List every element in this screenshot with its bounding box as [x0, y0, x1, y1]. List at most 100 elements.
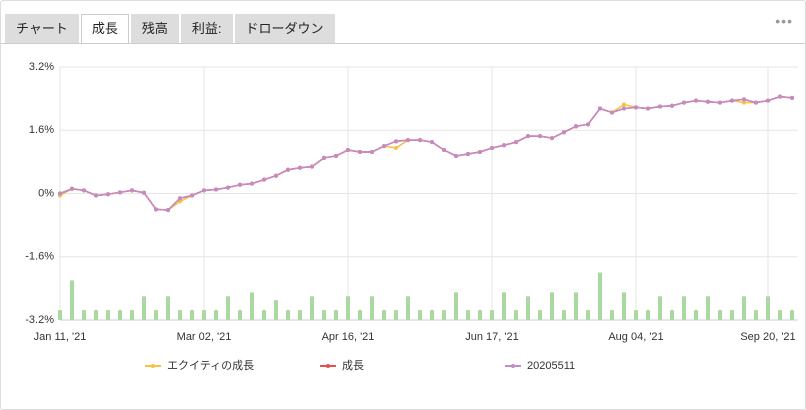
- bar: [274, 300, 278, 320]
- y-tick-label: 0%: [38, 187, 54, 199]
- legend-swatch: [511, 364, 515, 368]
- bar: [118, 310, 122, 320]
- bar: [730, 310, 734, 320]
- bar: [190, 310, 194, 320]
- bar: [322, 310, 326, 320]
- y-tick-label: 1.6%: [29, 124, 54, 136]
- bar: [70, 280, 74, 320]
- point: [130, 188, 134, 193]
- point: [214, 187, 218, 192]
- point: [730, 98, 734, 103]
- point: [202, 188, 206, 193]
- legend-label: エクイティの成長: [167, 359, 254, 372]
- point: [646, 106, 650, 111]
- bar: [106, 310, 110, 320]
- tab[interactable]: 残高: [130, 14, 179, 43]
- bar: [130, 310, 134, 320]
- tab[interactable]: チャート: [5, 14, 79, 43]
- point: [718, 100, 722, 105]
- point: [322, 155, 326, 160]
- point: [406, 138, 410, 143]
- point: [490, 146, 494, 151]
- legend-label: 20205511: [527, 360, 575, 372]
- point: [454, 153, 458, 158]
- line: [59, 95, 793, 211]
- legend-swatch: [326, 364, 330, 368]
- bar: [490, 310, 494, 320]
- point: [418, 138, 422, 143]
- point: [154, 207, 158, 212]
- bar: [766, 296, 770, 320]
- tab-divider: [1, 43, 805, 44]
- bar: [298, 310, 302, 320]
- point: [466, 151, 470, 156]
- point: [622, 106, 626, 111]
- point: [382, 144, 386, 149]
- point: [82, 188, 86, 193]
- point: [238, 182, 242, 187]
- bar: [358, 310, 362, 320]
- point: [766, 98, 770, 103]
- bar: [94, 310, 98, 320]
- point: [742, 97, 746, 102]
- point: [670, 103, 674, 108]
- x-tick-label: Jun 17, '21: [465, 331, 518, 343]
- x-tick-label: Apr 16, '21: [322, 331, 375, 343]
- bar: [82, 310, 86, 320]
- point: [514, 140, 518, 145]
- point: [790, 95, 794, 100]
- x-tick-label: Sep 20, '21: [740, 331, 795, 343]
- bar: [742, 296, 746, 320]
- point: [250, 181, 254, 186]
- bar: [526, 296, 530, 320]
- bar: [346, 296, 350, 320]
- tab[interactable]: ドローダウン: [234, 14, 335, 43]
- point: [574, 124, 578, 129]
- point: [694, 98, 698, 103]
- bar: [406, 296, 410, 320]
- point: [370, 149, 374, 154]
- bar: [334, 310, 338, 320]
- point: [742, 100, 746, 105]
- point: [502, 143, 506, 148]
- tab[interactable]: 成長: [80, 14, 129, 43]
- point: [394, 139, 398, 144]
- bar: [178, 310, 182, 320]
- bar: [694, 310, 698, 320]
- bar: [562, 310, 566, 320]
- point: [178, 199, 182, 204]
- menu-button[interactable]: •••: [775, 13, 793, 29]
- bar: [382, 310, 386, 320]
- point: [562, 130, 566, 135]
- point: [430, 140, 434, 145]
- bar: [202, 310, 206, 320]
- point: [118, 190, 122, 195]
- bar: [418, 310, 422, 320]
- y-tick-label: -3.2%: [25, 314, 54, 326]
- tab-bar: チャート 成長 残高 利益: ドローダウン: [5, 14, 337, 43]
- point: [478, 149, 482, 154]
- bar: [250, 292, 254, 320]
- legend-label: 成長: [342, 359, 364, 372]
- bar: [214, 310, 218, 320]
- bar: [166, 296, 170, 320]
- bar: [718, 310, 722, 320]
- bar: [646, 310, 650, 320]
- point: [706, 99, 710, 104]
- bar: [610, 310, 614, 320]
- point: [622, 102, 626, 107]
- bar: [670, 310, 674, 320]
- bar: [478, 310, 482, 320]
- point: [190, 193, 194, 198]
- tab[interactable]: 利益:: [180, 14, 233, 43]
- y-tick-label: -1.6%: [25, 251, 54, 263]
- point: [526, 134, 530, 139]
- point: [70, 186, 74, 191]
- point: [682, 100, 686, 105]
- bar: [154, 310, 158, 320]
- bar: [778, 310, 782, 320]
- bar: [238, 310, 242, 320]
- point: [538, 134, 542, 139]
- point: [442, 148, 446, 153]
- point: [778, 94, 782, 99]
